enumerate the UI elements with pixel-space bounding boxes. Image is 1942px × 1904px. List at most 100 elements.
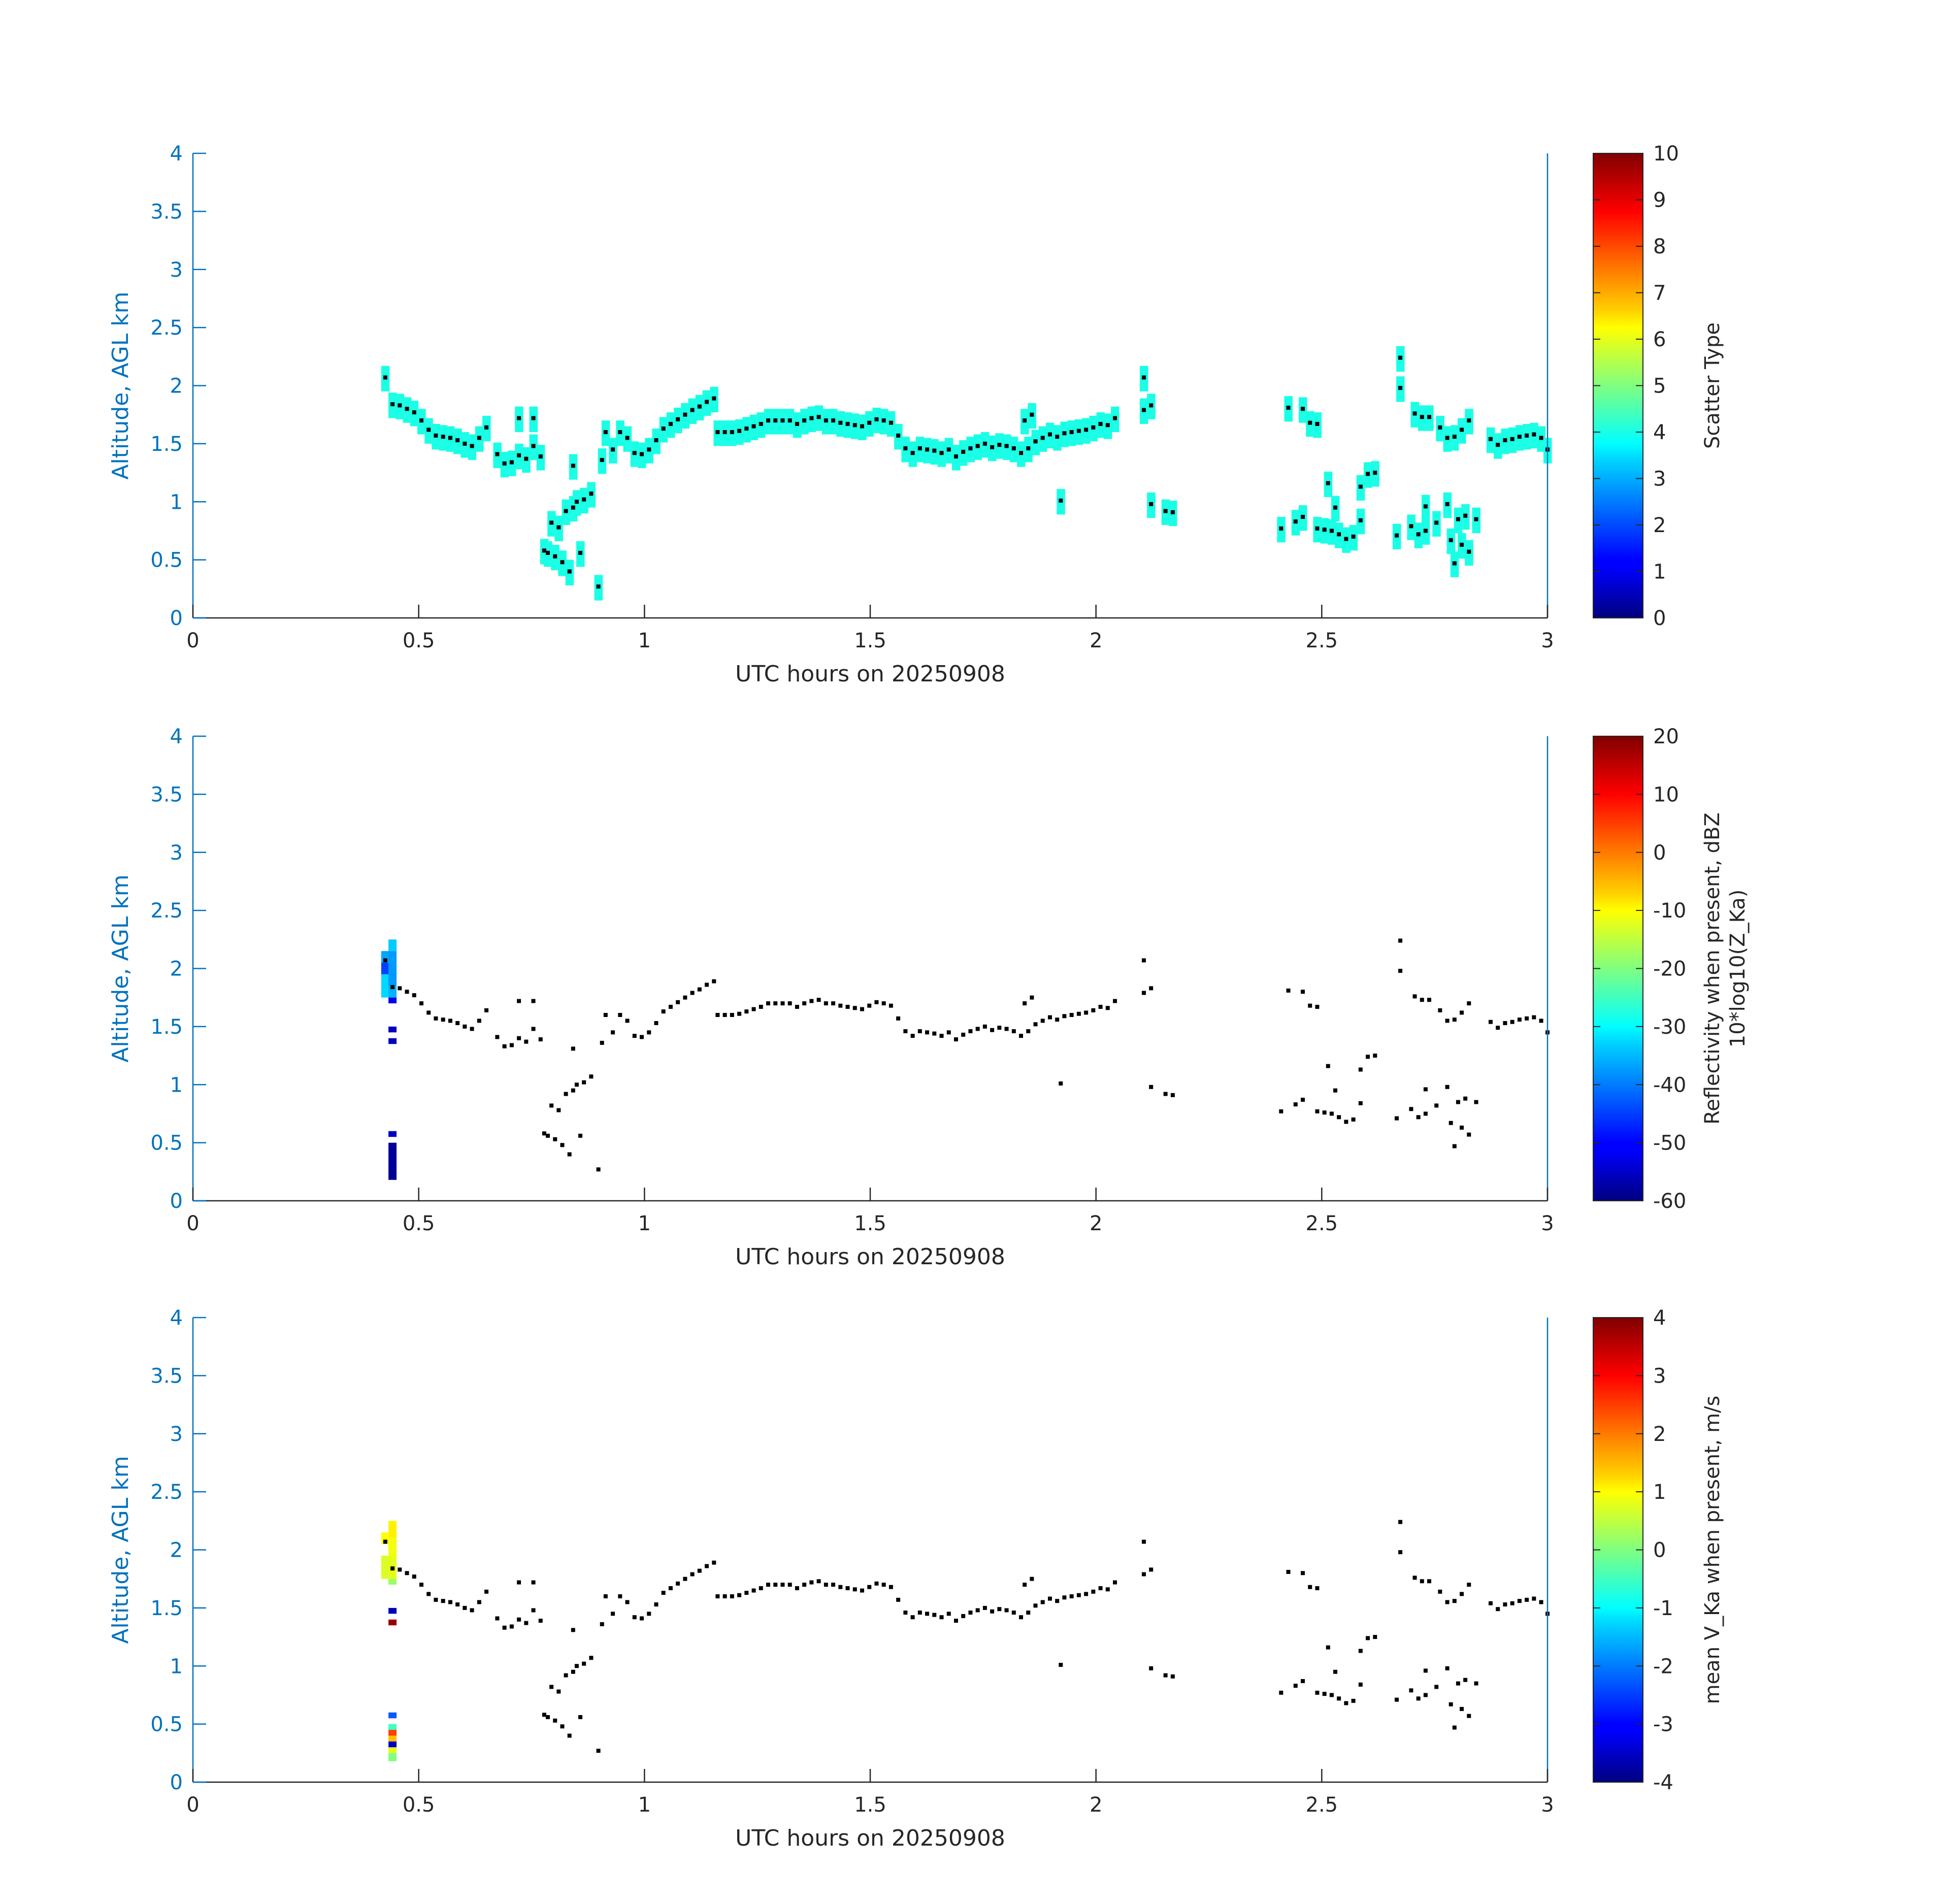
cloud-base-point	[1091, 1008, 1096, 1012]
y-tick-label: 1.5	[150, 433, 183, 456]
cloud-base-point	[1300, 407, 1305, 411]
cloud-base-point	[564, 1092, 568, 1096]
cloud-base-point	[932, 1031, 937, 1036]
cloud-base-point	[398, 1567, 402, 1572]
cloud-base-point	[517, 416, 521, 420]
cloud-base-point	[946, 1612, 951, 1616]
cloud-base-point	[766, 1001, 771, 1006]
x-tick-label: 0.5	[403, 629, 435, 652]
cloud-base-point	[571, 464, 575, 468]
cloud-base-point	[910, 1034, 915, 1038]
colorbar-tick-label: 4	[1653, 421, 1666, 444]
cloud-base-point	[1344, 1120, 1348, 1124]
cloud-base-point	[1412, 994, 1417, 999]
cloud-base-point	[975, 1608, 980, 1613]
colorbar-tick-label: 9	[1653, 189, 1666, 212]
cloud-base-point	[1023, 418, 1027, 423]
colorbar-tick-label: 8	[1653, 235, 1666, 258]
cloud-base-point	[1438, 1589, 1442, 1594]
cloud-base-point	[661, 1009, 666, 1014]
cloud-base-point	[1366, 1055, 1370, 1059]
cloud-base-point	[405, 1571, 409, 1575]
cloud-base-point	[463, 441, 467, 446]
cloud-base-point	[1517, 435, 1522, 439]
cloud-base-point	[1059, 1081, 1063, 1086]
cloud-base-point	[1141, 958, 1146, 963]
cloud-base-point	[939, 1615, 944, 1620]
cloud-base-point	[712, 1560, 716, 1565]
cloud-base-point	[1055, 1017, 1060, 1022]
cloud-base-point	[1503, 438, 1507, 443]
cloud-base-point	[737, 1593, 742, 1597]
cloud-base-point	[838, 1585, 843, 1589]
cloud-base-point	[903, 1611, 908, 1615]
cloud-base-point	[809, 999, 814, 1003]
cloud-base-point	[1427, 1579, 1431, 1584]
x-tick-label: 2	[1090, 629, 1102, 652]
cloud-base-point	[1496, 1026, 1500, 1030]
cloud-base-point	[1398, 386, 1403, 390]
cloud-base-point	[542, 1713, 546, 1717]
cloud-base-point	[809, 416, 814, 420]
cloud-base-point	[531, 999, 536, 1003]
cloud-base-point	[571, 505, 575, 510]
cloud-base-point	[816, 415, 821, 419]
y-tick-label: 1.5	[150, 1597, 183, 1620]
cloud-base-point	[1358, 484, 1363, 489]
cloud-base-point	[953, 1619, 958, 1623]
y-tick-label: 2.5	[150, 1481, 183, 1504]
cloud-base-point	[1286, 405, 1291, 410]
cloud-base-point	[1113, 416, 1117, 420]
cloud-base-point	[925, 1612, 930, 1616]
colorbar-tick-label: -3	[1653, 1713, 1673, 1736]
data-cell	[388, 1026, 397, 1033]
cloud-base-point	[1488, 1020, 1493, 1024]
colorbar-tick-label: 6	[1653, 328, 1666, 351]
cloud-base-point	[1449, 1702, 1453, 1706]
cloud-base-point	[546, 550, 550, 555]
colorbar-tick-label: 1	[1653, 561, 1666, 584]
cloud-base-point	[611, 1030, 615, 1035]
cloud-base-point	[824, 1001, 828, 1006]
cloud-base-point	[448, 1019, 452, 1023]
cloud-base-point	[1488, 1601, 1493, 1605]
cloud-base-point	[661, 426, 666, 431]
cloud-base-point	[603, 1594, 608, 1598]
data-cell	[388, 963, 397, 986]
cloud-base-point	[639, 452, 644, 456]
data-cell	[388, 1724, 397, 1730]
cloud-base-point	[383, 375, 387, 380]
cloud-base-point	[1420, 998, 1424, 1002]
cloud-base-point	[434, 1016, 438, 1021]
colorbar-tick-label: 0	[1653, 1539, 1666, 1562]
cloud-base-point	[477, 1600, 481, 1604]
cloud-base-point	[759, 1004, 763, 1009]
cloud-base-point	[434, 433, 438, 438]
cloud-base-point	[737, 429, 742, 433]
cloud-base-point	[838, 420, 843, 425]
cloud-base-point	[502, 1044, 507, 1048]
cloud-base-point	[567, 1152, 572, 1157]
cloud-base-point	[881, 1583, 886, 1587]
cloud-base-point	[697, 1568, 702, 1573]
cloud-base-point	[925, 447, 930, 452]
cloud-base-point	[1141, 1539, 1146, 1544]
x-tick-label: 2	[1090, 1212, 1102, 1235]
cloud-base-point	[1517, 1017, 1522, 1022]
cloud-base-point	[1004, 444, 1009, 448]
cloud-base-point	[1011, 1029, 1016, 1034]
cloud-base-point	[773, 1583, 778, 1587]
cloud-base-point	[1517, 1599, 1522, 1603]
cloud-base-point	[1326, 1645, 1330, 1650]
cloud-base-point	[1394, 1697, 1399, 1702]
cloud-base-point	[1358, 1101, 1363, 1105]
colorbar-tick-label: -1	[1653, 1597, 1673, 1620]
cloud-base-point	[939, 451, 944, 455]
x-tick-label: 2.5	[1306, 1212, 1338, 1235]
cloud-base-point	[1449, 538, 1453, 542]
cloud-base-point	[795, 421, 799, 426]
cloud-base-point	[1337, 1696, 1341, 1701]
cloud-base-point	[571, 1669, 575, 1674]
cloud-base-point	[1445, 1085, 1450, 1089]
cloud-base-point	[571, 1628, 575, 1632]
